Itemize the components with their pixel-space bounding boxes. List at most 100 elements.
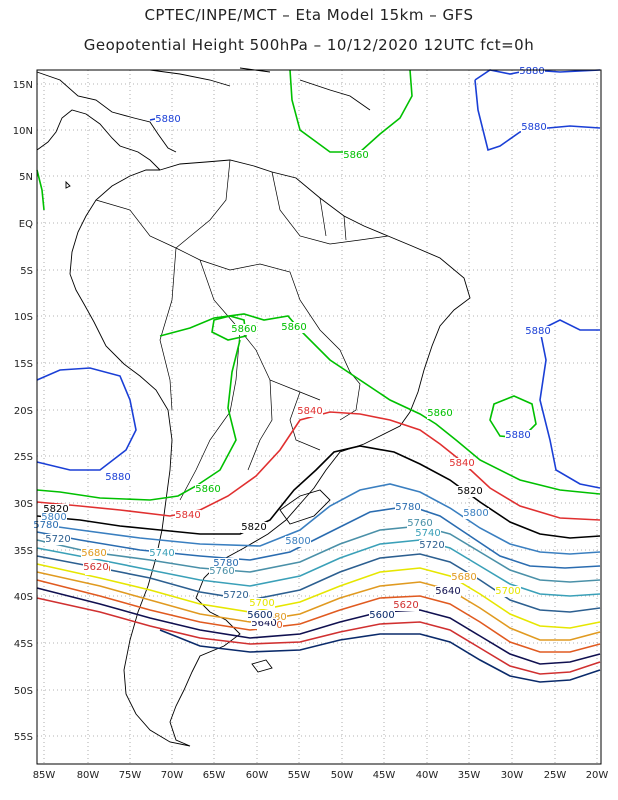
contour-label-bg <box>285 536 311 547</box>
lon-tick-label: 25W <box>544 770 567 781</box>
contour-label-5720: 5720 <box>419 540 444 551</box>
contour-label-bg <box>149 548 175 559</box>
contour-label-5860: 5860 <box>343 150 368 161</box>
contour-label-bg <box>451 572 477 583</box>
contour-5760 <box>36 525 601 583</box>
contour-5860-bolivia <box>159 313 601 495</box>
contour-label-bg <box>251 618 277 629</box>
lon-tick-label: 75W <box>119 770 142 781</box>
contour-label-5860: 5860 <box>427 408 452 419</box>
contour-5620 <box>36 597 601 675</box>
caribbean-islands <box>149 67 371 111</box>
lat-tick-label: 10S <box>14 312 33 323</box>
lat-tick-label: 35S <box>14 546 33 557</box>
contour-label-bg <box>435 586 461 597</box>
contour-5880-pacific <box>36 367 137 471</box>
contour-label-bg <box>33 520 59 531</box>
central-america-coast <box>36 71 177 153</box>
contour-label-5820: 5820 <box>43 504 68 515</box>
contour-label-5620: 5620 <box>83 562 108 573</box>
falkland-islands <box>251 659 273 673</box>
contour-label-5680: 5680 <box>81 548 106 559</box>
contour-label-5800: 5800 <box>463 508 488 519</box>
contour-label-5760: 5760 <box>407 518 432 529</box>
lon-tick-label: 85W <box>33 770 56 781</box>
lon-tick-label: 20W <box>586 770 609 781</box>
contour-label-bg <box>395 502 421 513</box>
contour-label-5620: 5620 <box>393 600 418 611</box>
contour-label-5820: 5820 <box>241 522 266 533</box>
contour-5600 <box>159 629 601 683</box>
map-frame <box>36 69 602 765</box>
contour-5740 <box>36 539 601 597</box>
contour-label-5880: 5880 <box>155 114 180 125</box>
lat-tick-label: 30S <box>14 499 33 510</box>
lon-tick-label: 55W <box>288 770 311 781</box>
lon-tick-label: 40W <box>416 770 439 781</box>
contour-label-5640: 5640 <box>435 586 460 597</box>
lat-tick-label: 40S <box>14 592 33 603</box>
contour-label-bg <box>43 504 69 515</box>
contour-label-bg <box>213 558 239 569</box>
contour-label-bg <box>463 508 489 519</box>
contour-label-bg <box>449 458 475 469</box>
contour-label-5860: 5860 <box>281 322 306 333</box>
contour-label-5720: 5720 <box>223 590 248 601</box>
lon-tick-label: 70W <box>161 770 184 781</box>
contour-5840 <box>36 411 601 521</box>
contour-label-bg <box>175 510 201 521</box>
contour-5800 <box>36 483 601 555</box>
contour-5860-west <box>36 169 45 211</box>
contour-label-5840: 5840 <box>175 510 200 521</box>
contour-label-bg <box>281 322 307 333</box>
contour-label-5800: 5800 <box>285 536 310 547</box>
contour-label-bg <box>45 534 71 545</box>
contour-labels: 5880 5880 5880 5880 5880 5880 5860 5860 5860 5860… <box>33 66 551 631</box>
rio-de-la-plata <box>279 489 331 525</box>
contour-label-bg <box>505 430 531 441</box>
contour-label-5840: 5840 <box>449 458 474 469</box>
contour-label-5700: 5700 <box>495 586 520 597</box>
contour-label-bg <box>209 566 235 577</box>
lon-tick-label: 30W <box>501 770 524 781</box>
lat-tick-label: EQ <box>19 219 33 230</box>
contour-label-bg <box>247 610 273 621</box>
contour-label-5740: 5740 <box>149 548 174 559</box>
contour-label-bg <box>297 406 323 417</box>
contour-label-5760: 5760 <box>209 566 234 577</box>
contour-label-bg <box>343 150 369 161</box>
contour-label-5780: 5780 <box>395 502 420 513</box>
contour-label-5880: 5880 <box>105 472 130 483</box>
lat-tick-label: 25S <box>14 452 33 463</box>
contour-label-bg <box>457 486 483 497</box>
contour-label-5820: 5820 <box>457 486 482 497</box>
contour-label-5880: 5880 <box>519 66 544 77</box>
contour-label-bg <box>155 114 181 125</box>
contour-label-bg <box>407 518 433 529</box>
contour-label-5860: 5860 <box>231 324 256 335</box>
contour-5640 <box>36 587 601 665</box>
lat-tick-label: 5N <box>19 172 33 183</box>
contour-5820 <box>36 445 601 539</box>
lon-tick-label: 50W <box>331 770 354 781</box>
contour-label-bg <box>41 512 67 523</box>
contour-label-bg <box>241 522 267 533</box>
contour-label-5740: 5740 <box>415 528 440 539</box>
map-subtitle: Geopotential Height 500hPa – 10/12/2020 … <box>83 36 535 54</box>
contour-label-5600: 5600 <box>247 610 272 621</box>
contour-label-bg <box>231 324 257 335</box>
contour-label-bg <box>81 548 107 559</box>
contour-label-bg <box>393 600 419 611</box>
lat-tick-label: 55S <box>14 732 33 743</box>
lon-tick-label: 35W <box>458 770 481 781</box>
contour-5680 <box>36 571 601 641</box>
contour-label-bg <box>249 598 275 609</box>
contour-label-bg <box>419 540 445 551</box>
contour-label-bg <box>427 408 453 419</box>
contour-label-5800: 5800 <box>41 512 66 523</box>
contour-label-5640: 5640 <box>251 618 276 629</box>
contour-label-5680: 5680 <box>451 572 476 583</box>
contour-label-bg <box>105 472 131 483</box>
coastline <box>36 67 471 747</box>
